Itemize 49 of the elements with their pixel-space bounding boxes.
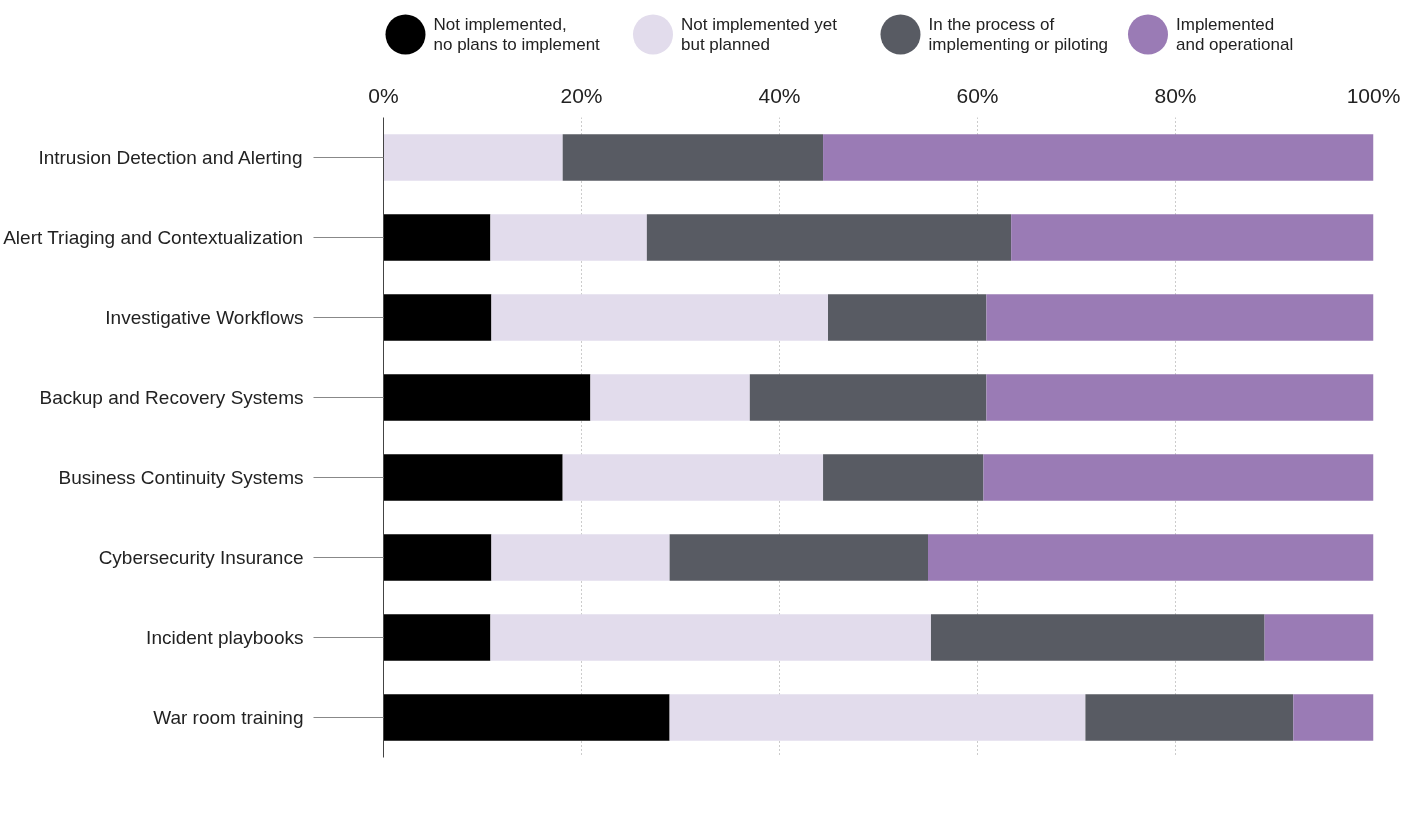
- bar: [383, 214, 491, 261]
- bar: [823, 134, 1374, 181]
- x-tick-label: 80%: [1154, 83, 1197, 107]
- bar: [383, 294, 492, 341]
- y-tick-label: Incident playbooks: [146, 627, 304, 648]
- x-tick-label: 20%: [560, 83, 603, 107]
- bar: [383, 454, 563, 501]
- legend-label: Not implemented, no plans to implement: [433, 14, 601, 55]
- bar: [928, 534, 1374, 581]
- bar: [983, 454, 1374, 501]
- bar: [490, 214, 647, 261]
- bar: [383, 134, 563, 181]
- y-tick-label: Cybersecurity Insurance: [98, 547, 304, 568]
- x-tick-label: 100%: [1346, 83, 1401, 107]
- bar: [1085, 694, 1294, 741]
- bar: [749, 374, 987, 421]
- bar: [823, 454, 984, 501]
- bar: [669, 694, 1086, 741]
- bar: [491, 534, 670, 581]
- bar: [646, 214, 1012, 261]
- legend-label: Not implemented yet but planned: [681, 14, 838, 55]
- y-tick-label: Backup and Recovery Systems: [39, 387, 304, 408]
- bar: [986, 374, 1374, 421]
- bar: [1293, 694, 1374, 741]
- bar: [1264, 614, 1374, 661]
- bar: [383, 534, 492, 581]
- bar: [1011, 214, 1374, 261]
- legend-label: In the process of implementing or piloting: [928, 14, 1109, 55]
- bar: [828, 294, 987, 341]
- y-tick-label: Business Continuity Systems: [58, 467, 304, 488]
- bar: [491, 294, 829, 341]
- y-tick-label: Investigative Workflows: [105, 307, 304, 328]
- legend-label: Implemented and operational: [1176, 14, 1294, 55]
- bar: [490, 614, 931, 661]
- x-tick-label: 0%: [368, 83, 399, 107]
- x-tick-label: 40%: [758, 83, 801, 107]
- y-tick-label: Alert Triaging and Contextualization: [3, 227, 304, 248]
- y-tick-label: Intrusion Detection and Alerting: [38, 147, 303, 168]
- bar: [986, 294, 1374, 341]
- bar: [562, 134, 824, 181]
- x-tick-label: 60%: [956, 83, 999, 107]
- bar: [669, 534, 928, 581]
- bar: [930, 614, 1265, 661]
- y-tick-label: War room training: [153, 707, 304, 728]
- bar: [383, 614, 491, 661]
- bar: [590, 374, 750, 421]
- bar: [383, 374, 591, 421]
- bar: [383, 694, 670, 741]
- bar: [562, 454, 824, 501]
